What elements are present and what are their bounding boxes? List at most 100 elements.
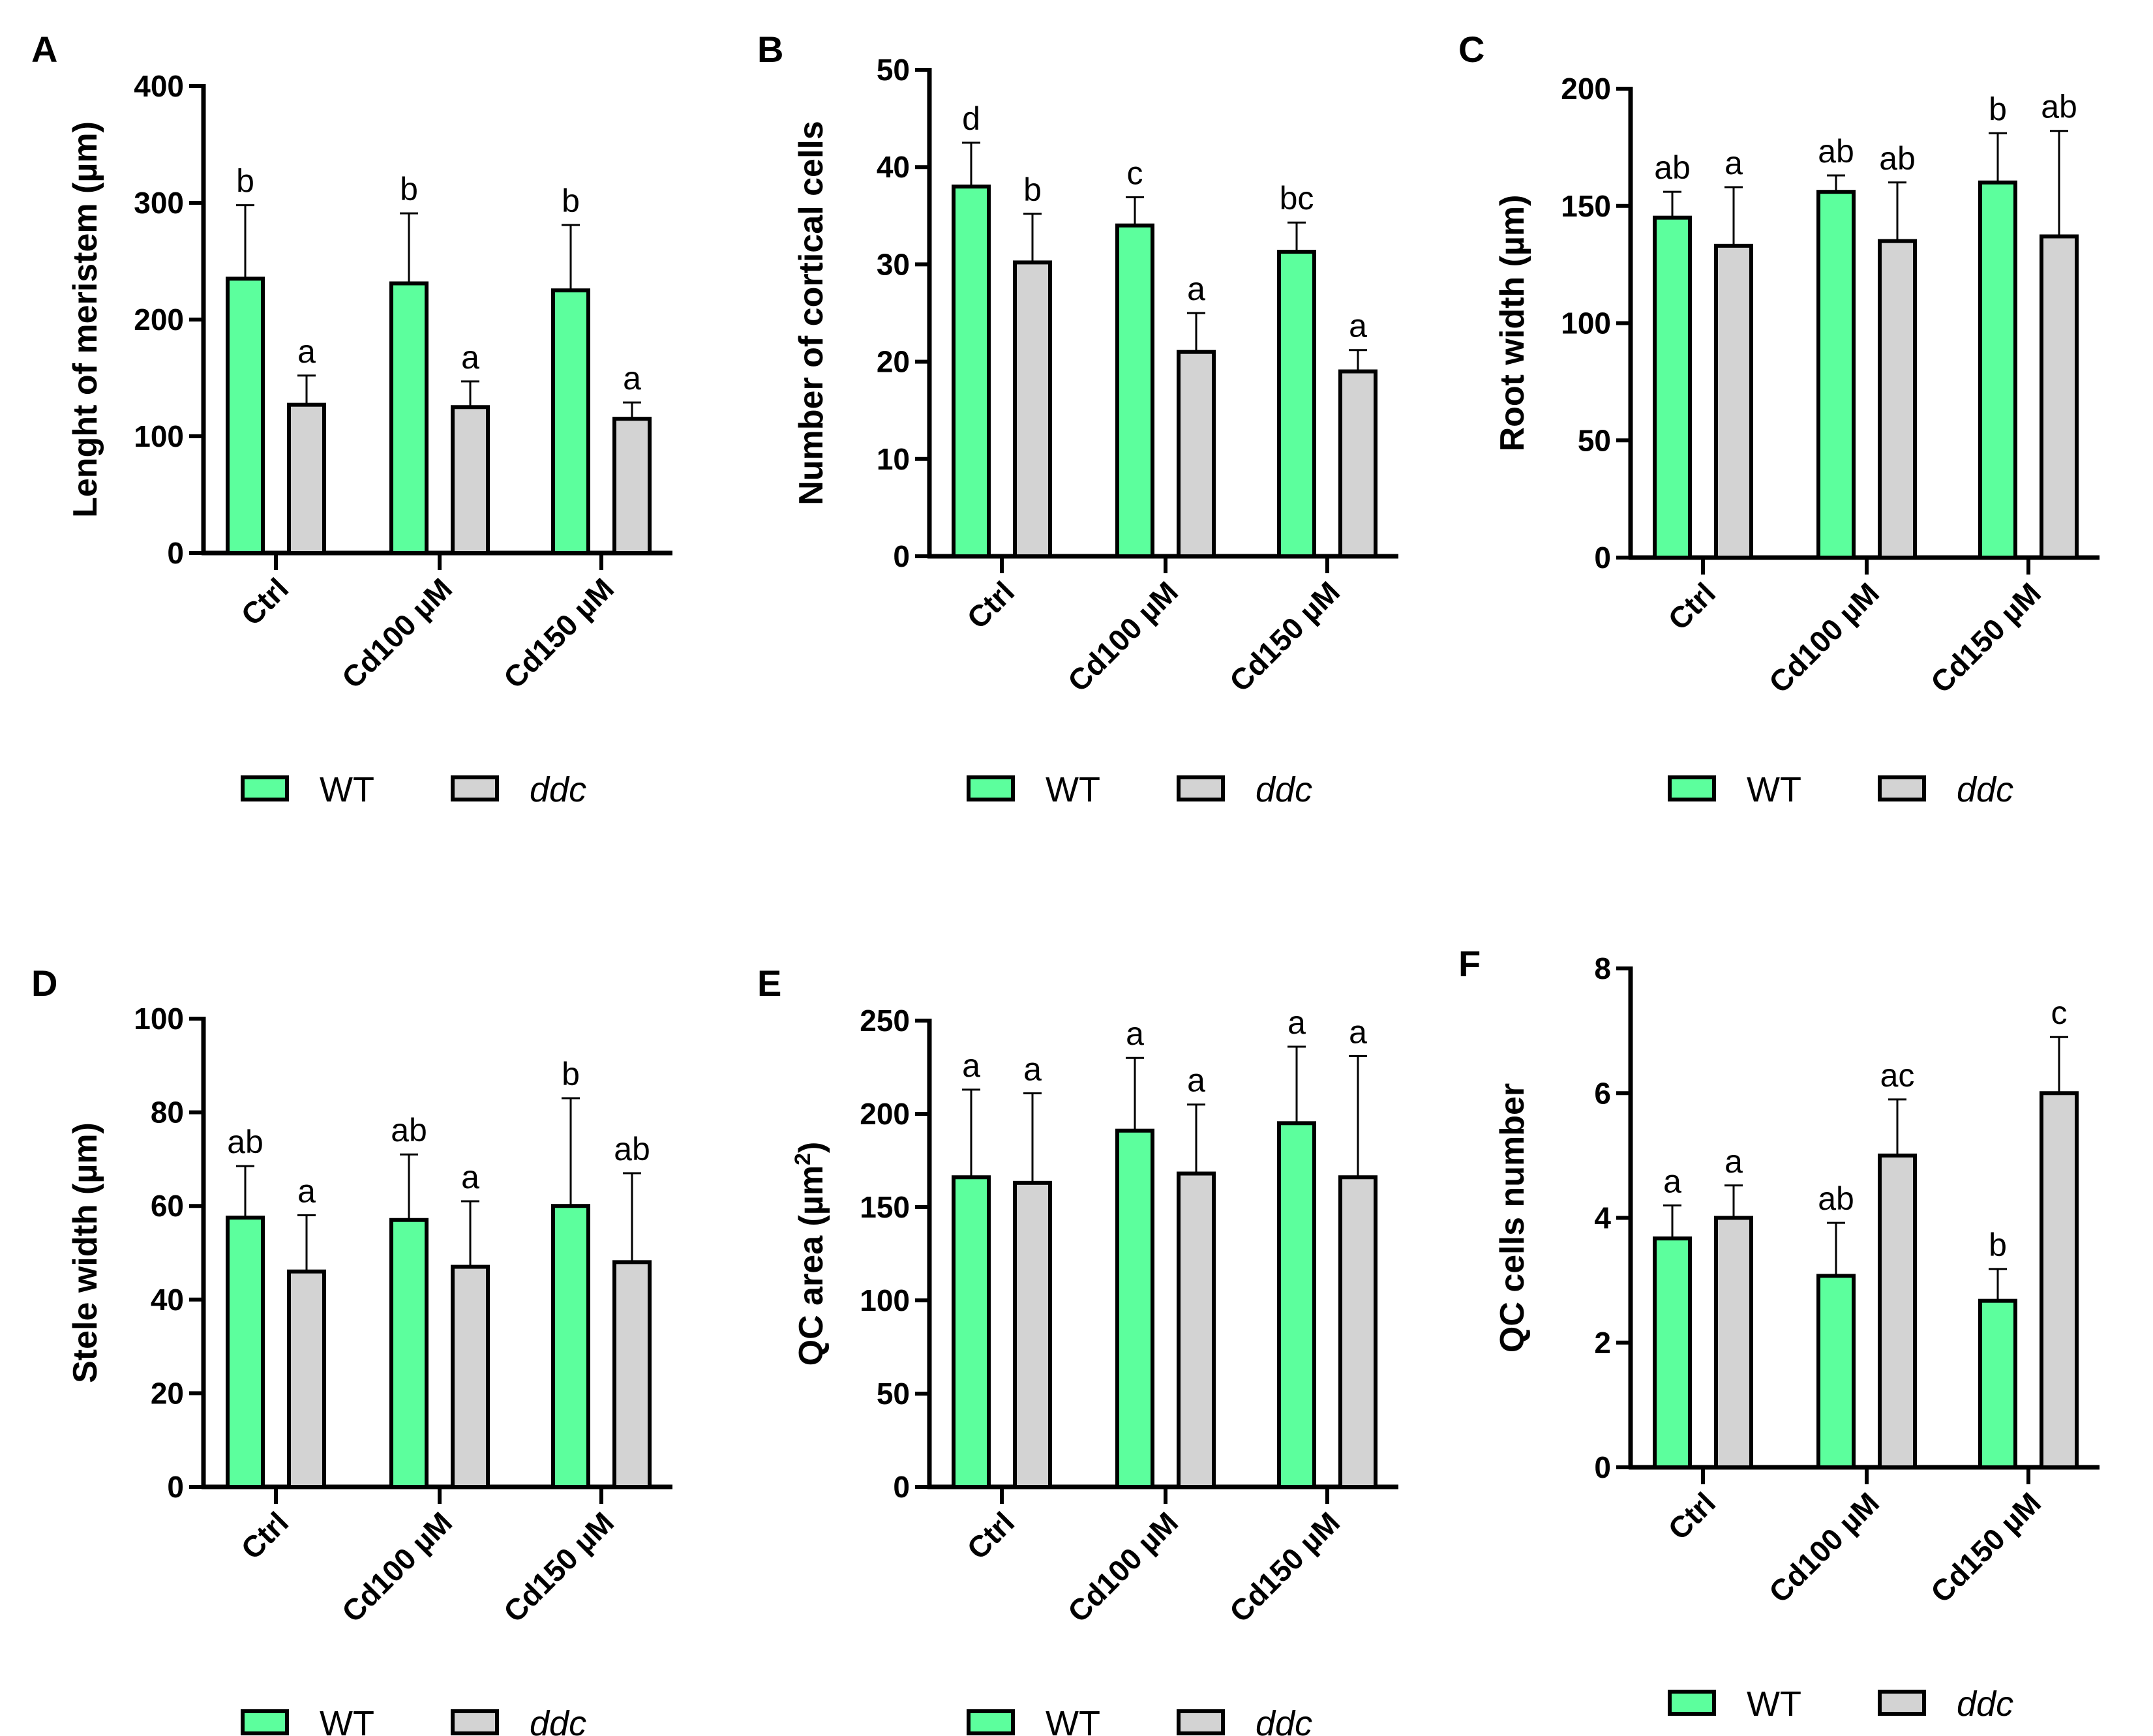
y-tick-label: 80 (151, 1096, 184, 1130)
panel-d: D Stele width (µm) 0 20 40 60 80 100 Ctrl ab a Cd10… (0, 934, 717, 1736)
significance-letter: ac (1880, 1057, 1915, 1094)
significance-letter: b (1989, 91, 2007, 127)
significance-letter: ab (1654, 149, 1691, 186)
bar-ddc (287, 402, 326, 555)
legend-swatch-wt (241, 775, 289, 801)
y-tick-label: 0 (1594, 541, 1611, 575)
x-tick-label: Cd150 µM (497, 571, 620, 695)
legend-label-ddc: ddc (1957, 770, 2013, 809)
panel-label: E (757, 963, 781, 1004)
y-axis-label-tail: ) (792, 1142, 830, 1153)
bar-wt (1277, 250, 1316, 558)
significance-letter: a (1023, 1051, 1042, 1088)
bar-ddc (451, 405, 490, 555)
bar-wt (1816, 190, 1856, 560)
x-tick-label: Cd150 µM (1223, 1505, 1346, 1628)
bar-wt (389, 1218, 429, 1489)
bar-chart: E QC area (µm2) 0 50 100 150 200 250 Ctrl a a Cd100… (757, 963, 1398, 1736)
bar-chart: B Number of cortical cells 0 10 20 30 40 50 Ctrl… (757, 29, 1398, 809)
legend-swatch-ddc (451, 775, 499, 801)
significance-letter: a (1349, 308, 1367, 344)
y-tick-label: 6 (1594, 1076, 1611, 1110)
y-axis-label: Lenght of meristem (µm) (67, 121, 104, 518)
panel-e: E QC area (µm2) 0 50 100 150 200 250 Ctrl a a Cd100… (726, 934, 1443, 1736)
bar-ddc (1013, 1180, 1052, 1489)
significance-letter: a (1187, 1062, 1205, 1099)
y-tick-label: 100 (134, 419, 184, 453)
y-tick-label: 0 (893, 1470, 910, 1504)
bar-ddc (1177, 350, 1216, 558)
legend-label-wt: WT (1046, 1704, 1100, 1736)
legend-label-ddc: ddc (530, 1704, 586, 1736)
significance-letter: a (297, 333, 316, 370)
y-tick-label: 200 (1561, 72, 1611, 106)
bar-ddc (1177, 1171, 1216, 1489)
significance-letter: b (562, 1056, 580, 1092)
panel-a: A Lenght of meristem (µm) 0 100 200 300 400 Ctr… (0, 0, 717, 867)
bar-ddc (1714, 1216, 1753, 1469)
bar-ddc (1878, 1153, 1917, 1469)
y-tick-label: 0 (167, 536, 184, 570)
bar-ddc (1714, 243, 1753, 560)
bar-wt (1653, 1236, 1692, 1469)
y-tick-label: 50 (1578, 423, 1611, 457)
y-tick-label: 250 (860, 1004, 910, 1038)
legend-swatch-wt (1668, 1690, 1716, 1716)
bar-ddc (1338, 1175, 1378, 1489)
legend-swatch-wt (241, 1709, 289, 1735)
x-tick-label: Cd150 µM (1924, 1486, 2047, 1609)
significance-letter: b (562, 183, 580, 219)
legend-label-wt: WT (1046, 770, 1100, 809)
bar-ddc (1013, 260, 1052, 558)
bar-wt (952, 185, 991, 559)
bar-ddc (1338, 369, 1378, 559)
bar-wt (1978, 180, 2017, 560)
bar-ddc (1878, 239, 1917, 560)
significance-letter: a (623, 360, 641, 397)
y-tick-label: 20 (151, 1376, 184, 1410)
significance-letter: a (1126, 1015, 1144, 1052)
x-tick-label: Cd100 µM (1061, 1505, 1184, 1628)
legend-swatch-ddc (1177, 1709, 1225, 1735)
x-tick-label: Cd100 µM (335, 1505, 459, 1628)
x-tick-label: Cd100 µM (1762, 1486, 1886, 1609)
y-axis-label-text: Stele width (µm) (67, 1122, 104, 1383)
y-tick-label: 400 (134, 69, 184, 103)
significance-letter: a (1724, 1143, 1743, 1180)
panel-label: F (1458, 943, 1481, 984)
bar-wt (1115, 1128, 1154, 1489)
y-axis-label: QC area (µm2) (790, 1142, 830, 1366)
significance-letter: a (297, 1173, 316, 1210)
legend-label-wt: WT (320, 1704, 374, 1736)
legend-swatch-ddc (1878, 1690, 1926, 1716)
y-axis-label: Number of cortical cells (792, 121, 830, 505)
panel-b: B Number of cortical cells 0 10 20 30 40 50 Ctrl… (726, 0, 1443, 867)
bar-wt (551, 1204, 590, 1489)
bar-wt (1277, 1121, 1316, 1489)
y-tick-label: 200 (860, 1097, 910, 1131)
significance-letter: ab (614, 1131, 650, 1167)
y-tick-label: 0 (893, 539, 910, 573)
y-axis-label-superscript: 2 (790, 1153, 815, 1165)
y-tick-label: 150 (1561, 189, 1611, 223)
legend-swatch-ddc (1878, 775, 1926, 801)
y-tick-label: 100 (1561, 307, 1611, 340)
bar-wt (952, 1175, 991, 1489)
bar-wt (1115, 223, 1154, 558)
significance-letter: b (1023, 172, 1042, 208)
legend-swatch-ddc (1177, 775, 1225, 801)
significance-letter: c (1127, 155, 1143, 191)
legend-label-ddc: ddc (1256, 770, 1312, 809)
x-tick-label: Cd150 µM (1223, 575, 1346, 698)
significance-letter: b (400, 171, 418, 207)
x-tick-label: Ctrl (234, 571, 295, 632)
y-tick-label: 100 (860, 1283, 910, 1317)
x-tick-label: Ctrl (1661, 576, 1722, 636)
y-axis-label-text: QC area (µm (792, 1165, 830, 1366)
significance-letter: b (1989, 1227, 2007, 1263)
significance-letter: a (461, 339, 479, 376)
y-tick-label: 10 (877, 442, 910, 476)
